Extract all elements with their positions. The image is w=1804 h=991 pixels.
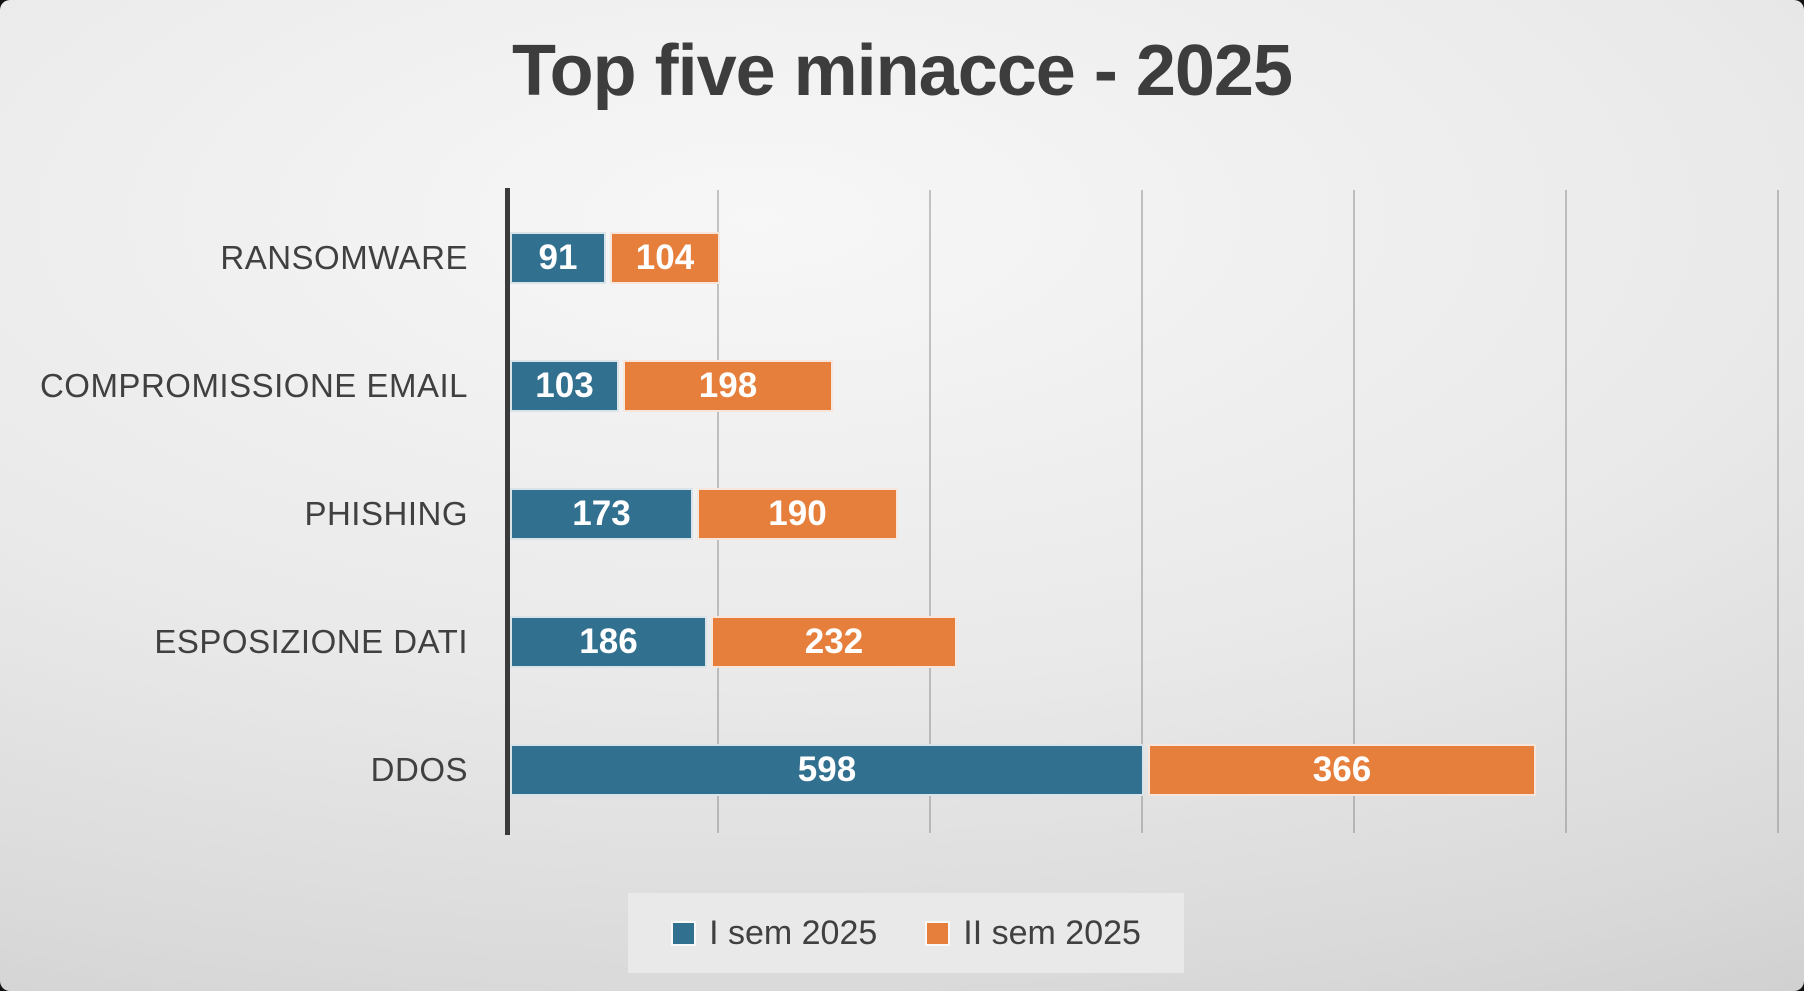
bar-segment-sem1-phishing: 173 xyxy=(510,488,693,540)
category-label-esposizione-dati: ESPOSIZIONE DATI xyxy=(154,623,468,660)
bar-segment-sem1-ransomware: 91 xyxy=(510,232,606,284)
legend-item-sem2: II sem 2025 xyxy=(925,914,1141,953)
gridline-600 xyxy=(1141,190,1143,833)
bar-value-label: 190 xyxy=(768,494,827,533)
bar-value-label: 186 xyxy=(579,622,638,661)
bar-row-esposizione-dati: 186 232 xyxy=(510,616,957,668)
bar-value-label: 198 xyxy=(698,366,758,405)
gridline-1200 xyxy=(1777,190,1779,833)
bar-value-label: 104 xyxy=(635,238,695,277)
category-label-phishing: PHISHING xyxy=(304,495,468,532)
bar-segment-sem2-compromissione-email: 198 xyxy=(623,360,833,412)
bar-value-label: 232 xyxy=(804,622,864,661)
bar-row-phishing: 173 190 xyxy=(510,488,898,540)
bar-value-label: 103 xyxy=(535,366,594,405)
legend-swatch-sem1-icon xyxy=(671,920,697,946)
legend-label-sem1: I sem 2025 xyxy=(709,913,878,952)
bar-segment-sem1-ddos: 598 xyxy=(510,744,1144,796)
bar-segment-sem1-esposizione-dati: 186 xyxy=(510,616,707,668)
bar-row-ransomware: 91 104 xyxy=(510,232,720,284)
gridline-400 xyxy=(929,190,931,833)
bar-value-label: 91 xyxy=(538,238,578,277)
legend: I sem 2025 II sem 2025 xyxy=(628,893,1184,973)
y-axis-line xyxy=(505,188,510,835)
bar-row-compromissione-email: 103 198 xyxy=(510,360,833,412)
category-label-ddos: DDOS xyxy=(370,751,468,788)
legend-label-sem2: II sem 2025 xyxy=(963,913,1141,952)
bar-segment-sem1-compromissione-email: 103 xyxy=(510,360,619,412)
bar-value-label: 366 xyxy=(1312,750,1372,789)
bar-row-ddos: 598 366 xyxy=(510,744,1536,796)
category-label-compromissione-email: COMPROMISSIONE EMAIL xyxy=(39,367,468,404)
category-label-ransomware: RANSOMWARE xyxy=(220,239,468,276)
bar-value-label: 173 xyxy=(572,494,631,533)
bar-segment-sem2-ddos: 366 xyxy=(1148,744,1536,796)
bar-segment-sem2-ransomware: 104 xyxy=(610,232,720,284)
gridline-800 xyxy=(1353,190,1355,833)
legend-swatch-sem2-icon xyxy=(925,920,951,946)
chart-title: Top five minacce - 2025 xyxy=(511,31,1293,111)
bar-segment-sem2-phishing: 190 xyxy=(697,488,898,540)
legend-item-sem1: I sem 2025 xyxy=(671,914,877,953)
bar-segment-sem2-esposizione-dati: 232 xyxy=(711,616,957,668)
bar-value-label: 598 xyxy=(797,750,857,789)
gridline-1000 xyxy=(1565,190,1567,833)
